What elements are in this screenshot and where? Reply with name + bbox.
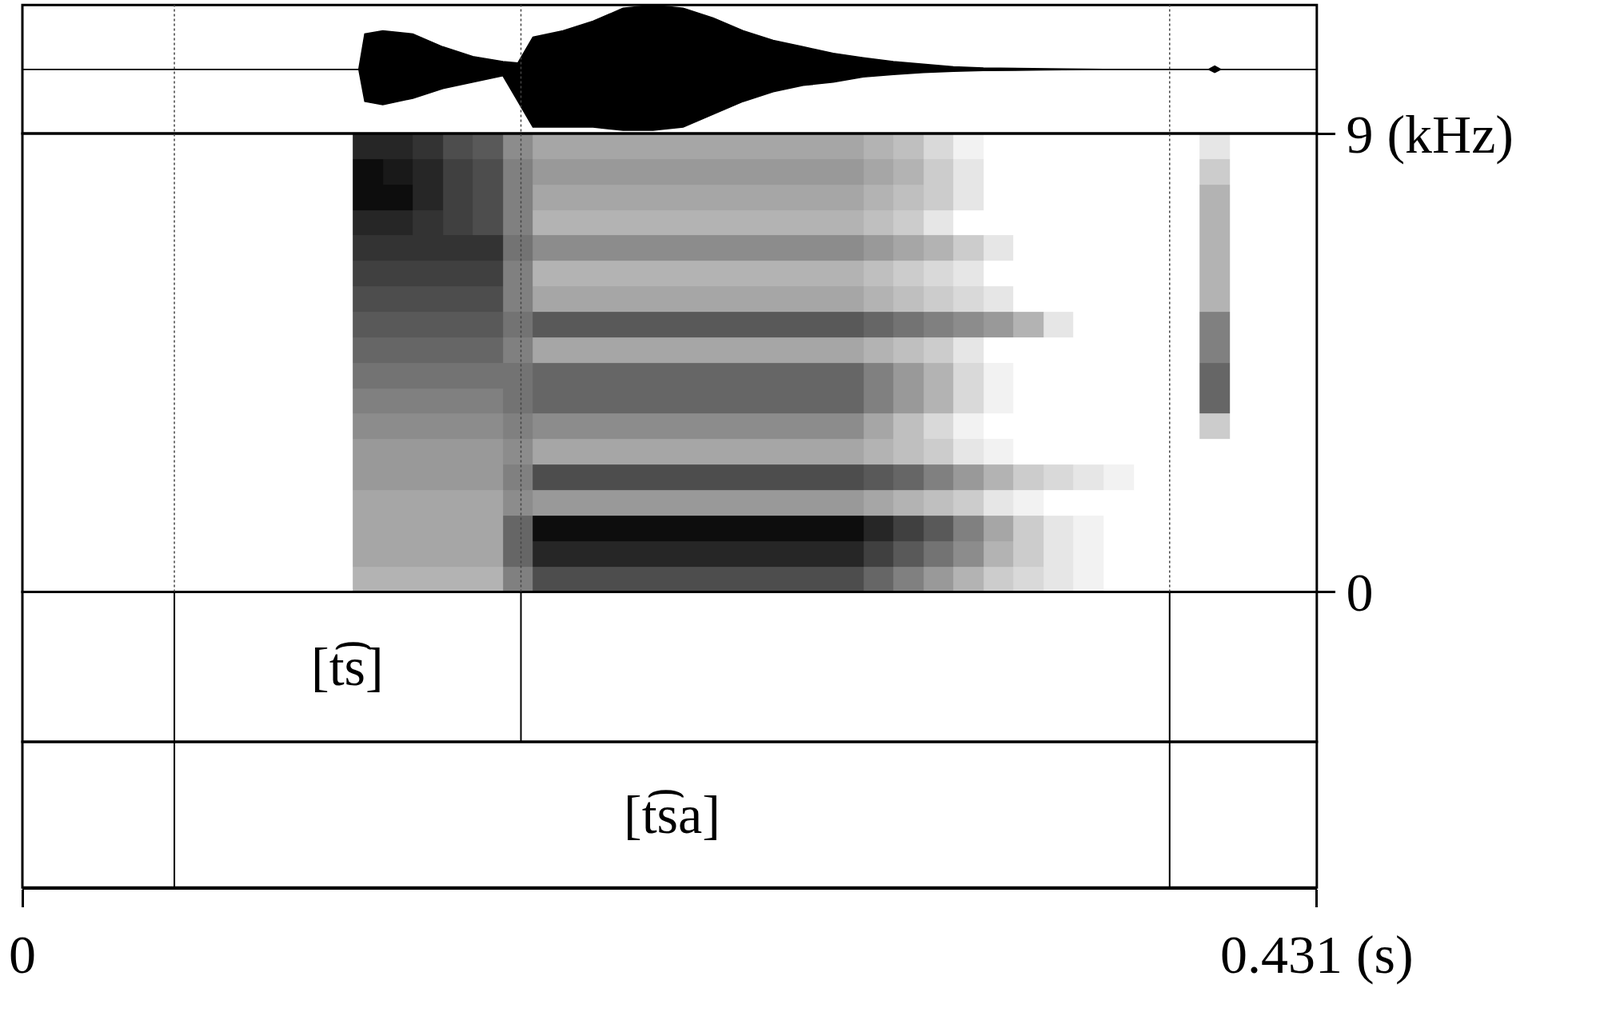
svg-text:9 (kHz): 9 (kHz) xyxy=(1345,103,1514,165)
svg-text:0.431 (s): 0.431 (s) xyxy=(1220,924,1414,986)
svg-text:0: 0 xyxy=(1345,562,1373,623)
svg-text:[t͡sa]: [t͡sa] xyxy=(623,784,721,846)
svg-text:[t͡s]: [t͡s] xyxy=(311,636,384,698)
svg-text:0: 0 xyxy=(8,924,36,986)
